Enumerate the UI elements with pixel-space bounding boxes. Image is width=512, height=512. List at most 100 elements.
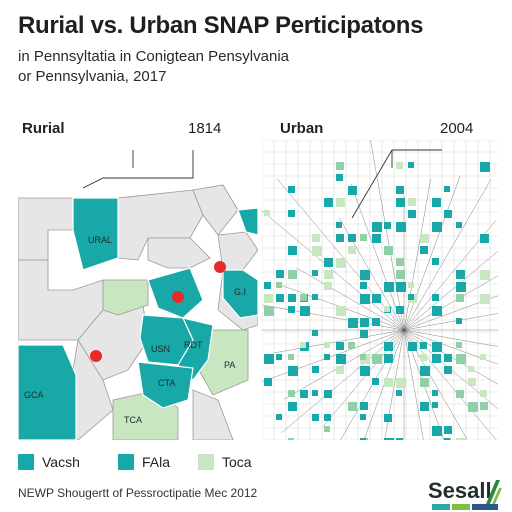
urban-cell [396, 282, 406, 292]
urban-cell [264, 354, 274, 364]
region-label: RDT [184, 340, 203, 350]
urban-cell [480, 270, 490, 280]
urban-cell [348, 234, 356, 242]
urban-cell [372, 222, 381, 231]
urban-cell [384, 246, 393, 255]
urban-cell [420, 354, 427, 361]
urban-cell [480, 390, 487, 397]
urban-cell [468, 402, 478, 412]
urban-cell [432, 222, 442, 232]
urban-cell [396, 390, 402, 396]
subtitle-line-2: or Pennsylvania, 2017 [18, 68, 167, 85]
urban-cell [480, 294, 490, 304]
ray-line [281, 329, 405, 433]
urban-cell [384, 342, 393, 351]
urban-cell [288, 306, 295, 313]
urban-cell [408, 342, 417, 351]
urban-cell [396, 378, 406, 388]
urban-cell [384, 306, 390, 312]
urban-cell [360, 438, 366, 440]
publisher-logo: Sesall [428, 478, 492, 503]
logo-mark-icon [486, 480, 502, 504]
rural-county-teal [18, 344, 77, 440]
urban-cell [372, 354, 382, 364]
urban-cell [456, 318, 462, 324]
urban-cell [384, 282, 394, 292]
urban-cell [396, 222, 406, 232]
ray-line [370, 140, 405, 331]
urban-cell [288, 270, 297, 279]
urban-cell [288, 390, 295, 397]
urban-cell [288, 354, 294, 360]
ray-line [283, 329, 405, 400]
urban-cell [408, 198, 416, 206]
rural-map: URAL G.I USN RDT CTA GCA TCA PA [18, 140, 258, 440]
urban-cell [480, 234, 489, 243]
ray-line [403, 250, 498, 331]
urban-cell [324, 258, 333, 267]
urban-cell [456, 294, 464, 302]
legend-label: Vacsh [42, 454, 80, 470]
ray-line [350, 183, 405, 331]
hotspot-marker [172, 291, 184, 303]
urban-cell [456, 282, 462, 288]
urban-cell [432, 426, 442, 436]
urban-cell [360, 270, 370, 280]
urban-cell [324, 414, 331, 421]
urban-cell [360, 366, 370, 376]
rural-county-teal [177, 317, 214, 381]
urban-cell [264, 282, 271, 289]
urban-cell [288, 438, 294, 440]
region-label: URAL [88, 235, 112, 245]
legend: Vacsh FAla Toca [18, 453, 318, 473]
urban-cell [432, 390, 438, 396]
urban-cell [324, 198, 333, 207]
urban-cell [300, 342, 306, 348]
urban-cell [396, 306, 404, 314]
rural-county [192, 184, 239, 236]
hotspot-marker [90, 350, 102, 362]
urban-cell [444, 426, 452, 434]
region-label: PA [224, 360, 235, 370]
urban-cell [348, 402, 357, 411]
ray-line [262, 210, 405, 331]
urban-cell [456, 438, 466, 440]
urban-cell [444, 354, 452, 362]
urban-cell [264, 378, 272, 386]
urban-cell [324, 282, 332, 290]
ray-line [403, 329, 498, 365]
urban-cell [456, 222, 462, 228]
urban-cell [348, 318, 358, 328]
urban-cell [312, 414, 319, 421]
urban-cell [420, 234, 429, 243]
rural-region-labels: URAL G.I USN RDT CTA GCA TCA PA [24, 235, 246, 425]
urban-cell [384, 222, 391, 229]
urban-cell [324, 342, 330, 348]
legend-swatch [198, 454, 214, 470]
urban-cell [276, 270, 284, 278]
urban-cell [432, 258, 439, 265]
urban-cell [312, 390, 318, 396]
legend-swatch [118, 454, 134, 470]
urban-cell [336, 198, 345, 207]
ray-line [403, 179, 492, 331]
urban-cell [420, 342, 427, 349]
urban-cell [336, 366, 344, 374]
urban-cell [276, 354, 282, 360]
urban-cell [384, 438, 394, 440]
urban-cell [288, 246, 297, 255]
urban-cell [336, 354, 346, 364]
urban-cell [312, 246, 322, 256]
subtitle-line-1: in Pennsyltatia in Conigtean Pensylvania [18, 48, 290, 65]
urban-cell [288, 186, 295, 193]
urban-cell [444, 366, 452, 374]
urban-cell [348, 342, 355, 349]
ray-line [273, 329, 405, 354]
urban-cell [360, 414, 366, 420]
urban-cell [276, 414, 282, 420]
urban-cell [336, 174, 343, 181]
region-label: USN [151, 344, 170, 354]
urban-cell [312, 294, 318, 300]
ray-line [296, 267, 405, 331]
rural-county-teal [137, 361, 194, 409]
